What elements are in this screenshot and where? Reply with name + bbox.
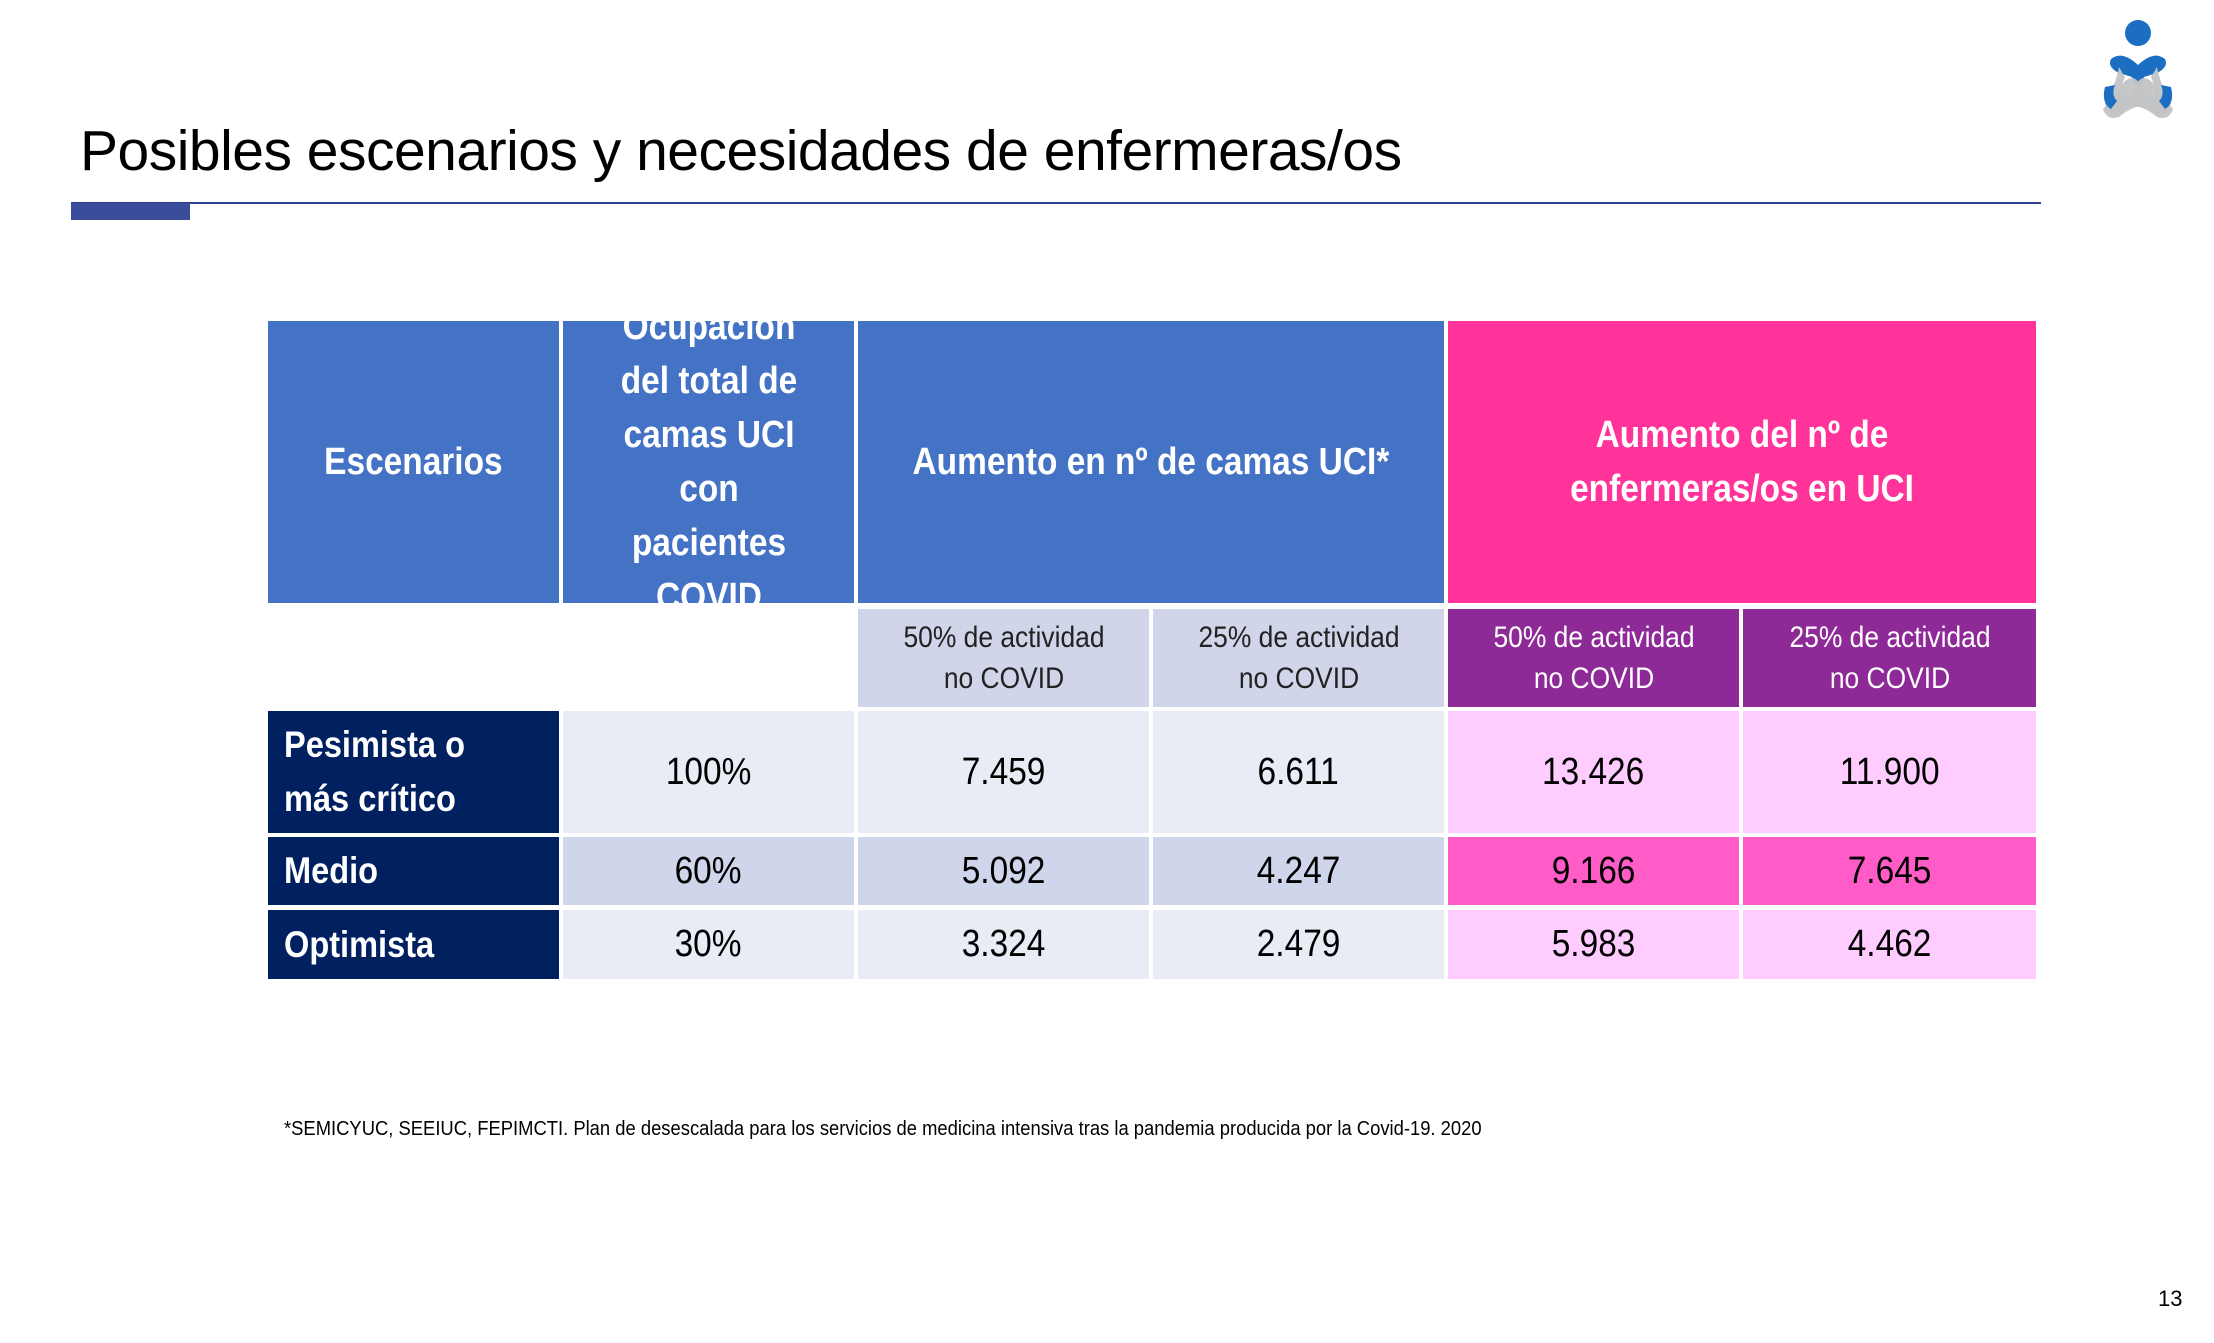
row-optimista-label: Optimista [268,910,559,979]
subheader-nurses-25: 25% de actividad no COVID [1743,609,2036,707]
row-pesimista-label: Pesimista o más crítico [268,711,559,833]
row-medio-beds-50: 5.092 [858,837,1149,905]
title-underline [71,202,2041,204]
header-beds-increase: Aumento en nº de camas UCI* [858,321,1444,603]
footnote: *SEMICYUC, SEEIUC, FEPIMCTI. Plan de des… [284,1118,1482,1140]
subheader-nurses-50: 50% de actividad no COVID [1448,609,1739,707]
row-pesimista-nurses-25: 11.900 [1743,711,2036,833]
page-number: 13 [2158,1286,2183,1311]
title-accent-bar [71,203,190,220]
header-occupancy: Ocupación del total de camas UCI con pac… [563,306,854,618]
person-ribbon-logo-icon [2103,20,2173,118]
row-medio-nurses-25: 7.645 [1743,837,2036,905]
row-optimista-occupancy: 30% [563,910,854,979]
row-optimista-beds-50: 3.324 [858,910,1149,979]
slide-title: Posibles escenarios y necesidades de enf… [80,119,1402,183]
subheader-beds-50: 50% de actividad no COVID [858,609,1149,707]
row-pesimista-beds-25: 6.611 [1153,711,1444,833]
row-optimista-nurses-50: 5.983 [1448,910,1739,979]
row-pesimista-beds-50: 7.459 [858,711,1149,833]
row-pesimista-occupancy: 100% [563,711,854,833]
subheader-beds-25: 25% de actividad no COVID [1153,609,1444,707]
row-pesimista-nurses-50: 13.426 [1448,711,1739,833]
header-nurses-increase: Aumento del nº de enfermeras/os en UCI [1448,321,2036,603]
row-medio-label: Medio [268,837,559,905]
row-optimista-beds-25: 2.479 [1153,910,1444,979]
row-medio-nurses-50: 9.166 [1448,837,1739,905]
row-medio-occupancy: 60% [563,837,854,905]
row-medio-beds-25: 4.247 [1153,837,1444,905]
header-scenarios: Escenarios [268,321,559,603]
row-optimista-nurses-25: 4.462 [1743,910,2036,979]
